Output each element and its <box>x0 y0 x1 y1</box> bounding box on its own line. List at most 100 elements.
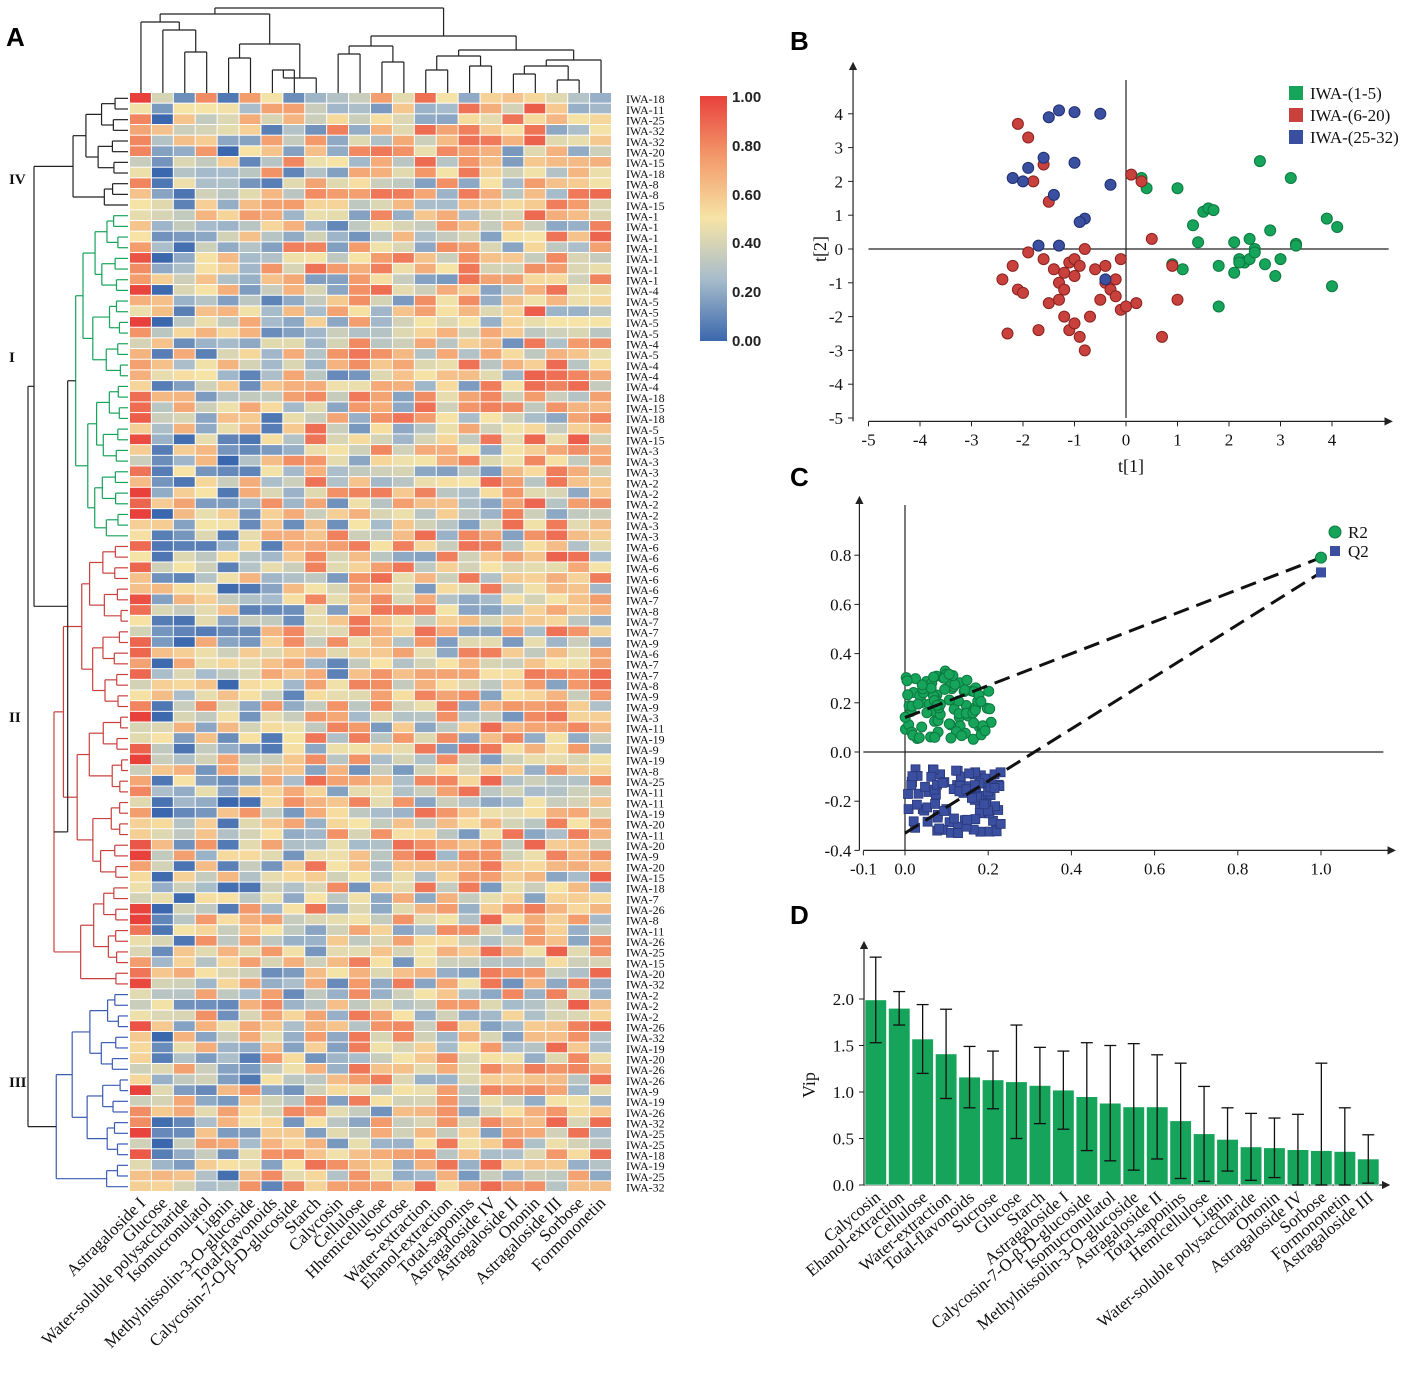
row-label: IWA-9 <box>626 1084 659 1098</box>
heatmap-cell <box>151 957 173 967</box>
perm-ytick-label: 0.0 <box>830 743 851 762</box>
heatmap-cell <box>480 658 502 669</box>
heatmap-cell <box>151 231 173 242</box>
heatmap-cell <box>349 626 370 637</box>
heatmap-cell <box>392 797 414 807</box>
heatmap-cell <box>590 1042 611 1053</box>
heatmap-cell <box>130 1138 151 1149</box>
heatmap-cell <box>305 1074 327 1085</box>
permutation-plot: -0.1 0.0 0.2 0.4 0.6 0.8 1.00.80.60.40.20.0-0.… <box>824 495 1396 878</box>
heatmap-cell <box>524 317 546 327</box>
heatmap-cell <box>261 989 283 999</box>
heatmap-cell <box>480 263 502 274</box>
heatmap-cell <box>590 1053 611 1063</box>
heatmap-cell <box>130 1053 151 1063</box>
heatmap-cell <box>261 829 283 839</box>
heatmap-cell <box>371 583 392 594</box>
heatmap-cell <box>414 1149 436 1159</box>
heatmap-cell <box>151 1074 173 1085</box>
heatmap-cell <box>217 551 239 562</box>
heatmap-cell <box>546 114 568 125</box>
heatmap-cell <box>349 1074 370 1085</box>
heatmap-cell <box>130 370 151 381</box>
heatmap-cell <box>392 743 414 754</box>
heatmap-cell <box>392 647 414 658</box>
heatmap-cell <box>546 989 568 999</box>
heatmap-cell <box>349 253 370 263</box>
heatmap-cell <box>414 455 436 466</box>
heatmap-cell <box>130 167 151 178</box>
heatmap-cell <box>502 775 524 786</box>
heatmap-cell <box>283 1095 305 1106</box>
heatmap-cell <box>414 530 436 541</box>
heatmap-cell <box>502 178 524 189</box>
heatmap-cell <box>217 455 239 466</box>
heatmap-cell <box>305 786 327 797</box>
heatmap-cell <box>392 402 414 413</box>
heatmap-cell <box>217 925 239 935</box>
heatmap-cell <box>195 551 217 562</box>
heatmap-cell <box>392 1021 414 1031</box>
heatmap-cell <box>414 551 436 562</box>
heatmap-cell <box>458 562 480 573</box>
heatmap-cell <box>283 231 305 242</box>
heatmap-cell <box>283 349 305 359</box>
heatmap-cell <box>436 839 458 850</box>
heatmap-cell <box>524 1010 546 1021</box>
heatmap-cell <box>195 530 217 541</box>
heatmap-cell <box>371 1149 392 1159</box>
heatmap-cell <box>239 914 261 925</box>
heatmap-cell <box>195 711 217 722</box>
heatmap-cell <box>546 1021 568 1031</box>
heatmap-cell <box>173 807 195 818</box>
perm-q2-point <box>939 806 950 816</box>
heatmap-cell <box>130 935 151 946</box>
heatmap-cell <box>414 114 436 125</box>
heatmap-cell <box>414 1010 436 1021</box>
heatmap-cell <box>217 359 239 370</box>
heatmap-cell <box>173 541 195 551</box>
heatmap-cell <box>130 743 151 754</box>
heatmap-cell <box>371 455 392 466</box>
score-point <box>1047 188 1060 201</box>
perm-q2-point <box>922 816 933 827</box>
heatmap-cell <box>239 477 261 487</box>
heatmap-cell <box>414 882 436 893</box>
heatmap-cell <box>414 178 436 189</box>
heatmap-cell <box>436 850 458 861</box>
heatmap-cell <box>305 295 327 306</box>
heatmap-cell <box>590 1031 611 1042</box>
row-label: IWA-9 <box>626 636 659 650</box>
heatmap-cell <box>480 637 502 647</box>
heatmap-cell <box>173 125 195 135</box>
heatmap-cell <box>261 210 283 221</box>
heatmap-cell <box>217 370 239 381</box>
heatmap-cell <box>480 829 502 839</box>
heatmap-cell <box>414 135 436 146</box>
heatmap-cell <box>173 903 195 914</box>
heatmap-cell <box>436 509 458 519</box>
heatmap-cell <box>524 1095 546 1106</box>
heatmap-cell <box>151 1149 173 1159</box>
heatmap-cell <box>392 605 414 615</box>
heatmap-cell <box>480 93 502 103</box>
heatmap-cell <box>217 658 239 669</box>
heatmap-cell <box>480 967 502 978</box>
heatmap-cell <box>151 669 173 679</box>
heatmap-cell <box>590 850 611 861</box>
heatmap-cell <box>283 583 305 594</box>
heatmap-cell <box>480 199 502 210</box>
heatmap-cell <box>546 93 568 103</box>
heatmap-cell <box>327 338 349 349</box>
heatmap-cell <box>480 1095 502 1106</box>
row-label: IWA-5 <box>626 316 659 330</box>
heatmap-cell <box>305 946 327 957</box>
heatmap-cell <box>568 349 590 359</box>
heatmap-cell <box>173 391 195 402</box>
heatmap-cell <box>524 434 546 445</box>
heatmap-cell <box>217 839 239 850</box>
heatmap-cell <box>458 637 480 647</box>
row-label: IWA-15 <box>626 434 665 448</box>
heatmap-cell <box>327 647 349 658</box>
heatmap-cell <box>239 647 261 658</box>
